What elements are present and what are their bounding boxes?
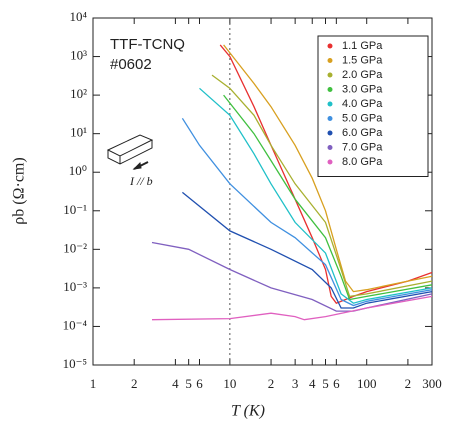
series-line: [181, 191, 433, 309]
x-tick-label: 2: [405, 376, 412, 391]
x-tick-label: 6: [196, 376, 203, 391]
legend-marker: [327, 58, 333, 63]
x-tick-label: 300: [422, 376, 442, 391]
x-tick-label: 6: [333, 376, 340, 391]
legend-label: 7.0 GPa: [342, 141, 383, 153]
legend-label: 6.0 GPa: [342, 127, 383, 139]
annotation: TTF-TCNQ: [110, 36, 185, 53]
legend-label: 4.0 GPa: [342, 98, 383, 110]
series-line: [211, 74, 433, 298]
series-line: [223, 94, 433, 301]
legend-marker: [327, 159, 333, 165]
y-tick-label: 10²: [70, 86, 87, 101]
series-line: [151, 295, 433, 321]
x-tick-label: 3: [292, 376, 299, 391]
legend-marker: [327, 101, 333, 107]
annotation: #0602: [110, 56, 152, 73]
plot-frame: [92, 17, 433, 366]
x-tick-label: 5: [185, 376, 192, 391]
y-axis-label: ρb (Ω·cm): [11, 157, 28, 224]
series-line: [223, 44, 433, 293]
legend-marker: [327, 130, 333, 136]
x-axis-label: T (K): [231, 403, 265, 420]
x-tick-label: 4: [172, 376, 179, 391]
legend-marker: [327, 87, 333, 92]
legend-label: 3.0 GPa: [342, 83, 383, 95]
y-tick-label: 10⁰: [69, 163, 87, 178]
legend-label: 2.0 GPa: [342, 69, 383, 81]
y-tick-label: 10¹: [70, 125, 87, 140]
legend-label: 1.1 GPa: [342, 40, 383, 52]
x-tick-label: 1: [90, 376, 97, 391]
series-line: [151, 241, 433, 312]
x-tick-label: 2: [268, 376, 275, 391]
annotation: I // b: [129, 174, 153, 188]
y-tick-label: 10⁻²: [63, 240, 87, 255]
sample-icon: [106, 134, 154, 170]
y-tick-label: 10³: [70, 48, 87, 63]
x-tick-label: 4: [309, 376, 316, 391]
series-line: [219, 44, 433, 304]
legend-label: 5.0 GPa: [342, 112, 383, 124]
series-line: [199, 87, 433, 304]
legend-marker: [327, 43, 333, 49]
legend-marker: [327, 116, 333, 121]
legend-box: [317, 35, 429, 177]
x-tick-label: 100: [357, 376, 377, 391]
x-tick-label: 2: [131, 376, 138, 391]
x-tick-label: 10: [223, 376, 236, 391]
series-line: [181, 117, 433, 307]
y-tick-label: 10⁻⁴: [63, 317, 88, 332]
y-tick-label: 10⁻⁵: [63, 356, 87, 371]
legend-label: 1.5 GPa: [342, 54, 383, 66]
legend-marker: [327, 72, 333, 78]
y-tick-label: 10⁻³: [63, 279, 87, 294]
y-tick-label: 10⁴: [69, 9, 87, 24]
legend-marker: [327, 145, 333, 150]
y-tick-label: 10⁻¹: [63, 202, 87, 217]
legend-label: 8.0 GPa: [342, 156, 383, 168]
x-tick-label: 5: [322, 376, 329, 391]
